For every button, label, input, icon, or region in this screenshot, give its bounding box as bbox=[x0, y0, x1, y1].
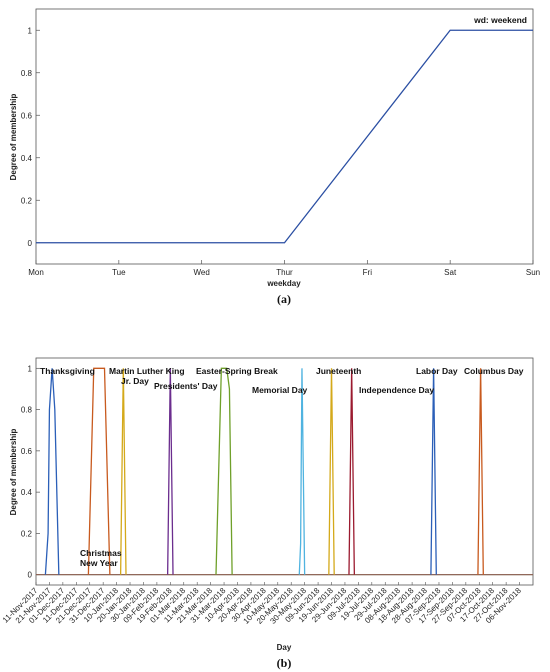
holiday-series-line bbox=[298, 368, 306, 575]
x-tick-label: Fri bbox=[363, 268, 373, 277]
x-tick-label: Mon bbox=[28, 268, 44, 277]
x-tick-label: Tue bbox=[112, 268, 126, 277]
holiday-label: Martin Luther King Jr. Day bbox=[109, 366, 185, 386]
panel-b-series bbox=[36, 367, 533, 576]
holiday-series-line bbox=[119, 368, 127, 575]
y-tick-label: 0.2 bbox=[21, 196, 33, 205]
x-tick-label: Sat bbox=[444, 268, 457, 277]
y-tick-label: 0.6 bbox=[21, 447, 33, 456]
panel-a-y-axis: 0 0.2 0.4 0.6 0.8 1 bbox=[21, 26, 40, 248]
holiday-series-line bbox=[328, 368, 335, 575]
y-tick-label: 0.4 bbox=[21, 488, 33, 497]
y-tick-label: 1 bbox=[28, 364, 33, 373]
holiday-label: Memorial Day bbox=[252, 385, 308, 395]
panel-b-x-axis: 11-Nov-201721-Nov-201701-Dec-201711-Dec-… bbox=[1, 582, 523, 626]
x-tick-label: Wed bbox=[194, 268, 210, 277]
holiday-label: Columbus Day bbox=[464, 366, 524, 376]
holiday-label: Labor Day bbox=[416, 366, 458, 376]
series-line-weekend bbox=[36, 29, 533, 244]
panel-a-chart: 0 0.2 0.4 0.6 0.8 1 Mon Tue Wed Thur Fri Sat Sun we… bbox=[9, 8, 540, 306]
y-tick-label: 0.4 bbox=[21, 154, 33, 163]
x-tick-label: Sun bbox=[526, 268, 540, 277]
panel-b-y-axis: 0 0.2 0.4 0.6 0.8 1 bbox=[21, 364, 40, 580]
holiday-series-line bbox=[430, 368, 437, 575]
panel-b-plot-area bbox=[35, 357, 534, 586]
panel-a-x-axis-label: weekday bbox=[266, 279, 301, 288]
y-tick-label: 0.6 bbox=[21, 111, 33, 120]
holiday-label: Thanksgiving bbox=[40, 366, 95, 376]
y-tick-label: 0 bbox=[28, 239, 33, 248]
holiday-series-line bbox=[348, 368, 355, 575]
holiday-label: Christmas New Year bbox=[80, 548, 122, 568]
y-tick-label: 1 bbox=[28, 26, 33, 35]
holiday-series-line bbox=[87, 367, 111, 575]
holiday-series-line bbox=[215, 367, 233, 575]
panel-b-chart: 0 0.2 0.4 0.6 0.8 1 11-Nov-201721-Nov-201701-… bbox=[1, 357, 534, 670]
holiday-series-line bbox=[44, 368, 60, 575]
y-tick-label: 0.8 bbox=[21, 406, 33, 415]
holiday-series-line bbox=[166, 368, 174, 575]
y-tick-label: 0.2 bbox=[21, 529, 33, 538]
holiday-label: Presidents' Day bbox=[154, 381, 218, 391]
panel-a-x-axis: Mon Tue Wed Thur Fri Sat Sun bbox=[28, 260, 540, 277]
panel-b-caption: (b) bbox=[277, 656, 292, 670]
panel-a-legend: wd: weekend bbox=[473, 15, 527, 25]
x-tick-label: Thur bbox=[276, 268, 293, 277]
panel-a-y-axis-label: Degree of membership bbox=[9, 94, 18, 181]
y-tick-label: 0.8 bbox=[21, 69, 33, 78]
panel-b-annotations: Thanksgiving Christmas New Year Martin Luth… bbox=[40, 366, 524, 568]
panel-b-x-axis-label: Day bbox=[277, 643, 292, 652]
panel-a-caption: (a) bbox=[277, 292, 291, 306]
holiday-label: Independence Day bbox=[359, 385, 434, 395]
holiday-label: Easter-Spring Break bbox=[196, 366, 278, 376]
panel-a-plot-area bbox=[35, 8, 534, 265]
holiday-series-line bbox=[477, 368, 484, 575]
panel-b-y-axis-label: Degree of membership bbox=[9, 429, 18, 516]
holiday-label: Juneteenth bbox=[316, 366, 361, 376]
panel-a-series bbox=[36, 29, 533, 244]
y-tick-label: 0 bbox=[28, 571, 33, 580]
